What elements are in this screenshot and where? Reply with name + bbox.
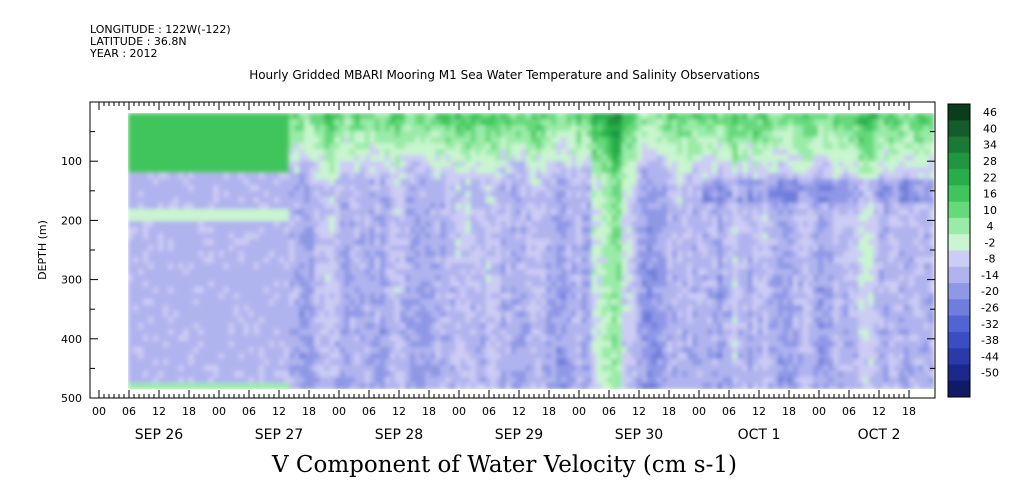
colorbar-swatch <box>948 185 970 203</box>
colorbar-level-label: -8 <box>985 253 996 266</box>
longitude-label: LONGITUDE : 122W(-122) <box>90 23 231 36</box>
colorbar-swatch <box>948 136 970 154</box>
x-hour-tick-label: 12 <box>392 405 406 418</box>
colorbar-level-label: -50 <box>981 367 999 380</box>
x-hour-tick-label: 00 <box>332 405 346 418</box>
colorbar-level-label: -14 <box>981 269 999 282</box>
x-hour-tick-label: 18 <box>662 405 676 418</box>
x-hour-tick-label: 18 <box>302 405 316 418</box>
x-hour-tick-label: 18 <box>422 405 436 418</box>
x-hour-tick-label: 00 <box>92 405 106 418</box>
colorbar-level-label: -20 <box>981 285 999 298</box>
colorbar-swatch <box>948 169 970 186</box>
x-hour-tick-label: 18 <box>902 405 916 418</box>
x-day-label: SEP 28 <box>375 427 423 443</box>
x-hour-tick-label: 06 <box>602 405 616 418</box>
colorbar-swatch <box>948 364 970 382</box>
colorbar-level-label: -44 <box>981 350 999 363</box>
x-hour-tick-label: 06 <box>482 405 496 418</box>
x-hour-tick-label: 06 <box>722 405 736 418</box>
x-hour-tick-label: 18 <box>182 405 196 418</box>
x-hour-tick-label: 18 <box>782 405 796 418</box>
y-tick-label: 100 <box>61 155 82 168</box>
y-tick-label: 300 <box>61 274 82 287</box>
x-hour-tick-label: 18 <box>542 405 556 418</box>
colorbar-swatch <box>948 266 970 284</box>
colorbar-swatch <box>948 104 970 121</box>
colorbar-swatch <box>948 315 970 333</box>
x-hour-tick-label: 06 <box>362 405 376 418</box>
x-hour-tick-label: 06 <box>242 405 256 418</box>
colorbar-level-label: 28 <box>983 155 997 168</box>
heatmap-field <box>128 113 934 389</box>
x-hour-tick-label: 00 <box>452 405 466 418</box>
colorbar-level-label: 34 <box>983 139 997 152</box>
colorbar-level-label: 46 <box>983 106 997 119</box>
colorbar-level-label: 40 <box>983 122 997 135</box>
colorbar-swatch <box>948 380 970 398</box>
colorbar-swatch <box>948 250 970 268</box>
x-hour-tick-label: 12 <box>272 405 286 418</box>
colorbar-swatch <box>948 299 970 316</box>
y-tick-label: 200 <box>61 214 82 227</box>
x-hour-tick-label: 06 <box>842 405 856 418</box>
y-tick-label: 400 <box>61 333 82 346</box>
x-hour-tick-label: 12 <box>752 405 766 418</box>
x-hour-tick-label: 06 <box>122 405 136 418</box>
colorbar-level-label: -38 <box>981 334 999 347</box>
x-hour-tick-label: 00 <box>692 405 706 418</box>
x-hour-tick-label: 12 <box>152 405 166 418</box>
x-day-label: SEP 26 <box>135 427 184 443</box>
x-hour-tick-label: 00 <box>212 405 226 418</box>
x-hour-tick-label: 12 <box>632 405 646 418</box>
x-day-label: SEP 29 <box>495 427 543 443</box>
x-day-label: SEP 30 <box>615 427 663 443</box>
x-hour-tick-label: 00 <box>572 405 586 418</box>
colorbar-swatch <box>948 234 970 251</box>
x-day-label: OCT 1 <box>738 427 781 443</box>
colorbar-swatch <box>948 217 970 235</box>
colorbar-level-label: -32 <box>981 318 999 331</box>
year-label: YEAR : 2012 <box>90 47 158 60</box>
x-hour-tick-label: 12 <box>512 405 526 418</box>
colorbar-swatch <box>948 283 970 300</box>
colorbar-level-label: 16 <box>983 188 997 201</box>
x-axis-title: V Component of Water Velocity (cm s-1) <box>272 452 737 478</box>
colorbar-level-label: -2 <box>985 236 996 249</box>
colorbar-swatch <box>948 152 970 170</box>
colorbar-swatch <box>948 201 970 219</box>
colorbar-level-label: 10 <box>983 204 997 217</box>
colorbar-swatch <box>948 331 970 349</box>
colorbar-level-label: 22 <box>983 171 997 184</box>
colorbar-level-label: -26 <box>981 301 999 314</box>
y-axis-title: DEPTH (m) <box>36 220 49 280</box>
colorbar-swatch <box>948 120 970 137</box>
x-hour-tick-label: 12 <box>872 405 886 418</box>
colorbar-level-label: 4 <box>987 220 994 233</box>
x-day-label: SEP 27 <box>255 427 303 443</box>
colorbar-swatch <box>948 348 970 365</box>
latitude-label: LATITUDE : 36.8N <box>90 35 187 48</box>
chart-title: Hourly Gridded MBARI Mooring M1 Sea Wate… <box>249 68 760 82</box>
colorbar-frame <box>947 103 971 398</box>
x-hour-tick-label: 00 <box>812 405 826 418</box>
x-day-label: OCT 2 <box>858 427 901 443</box>
y-tick-label: 500 <box>61 392 82 405</box>
